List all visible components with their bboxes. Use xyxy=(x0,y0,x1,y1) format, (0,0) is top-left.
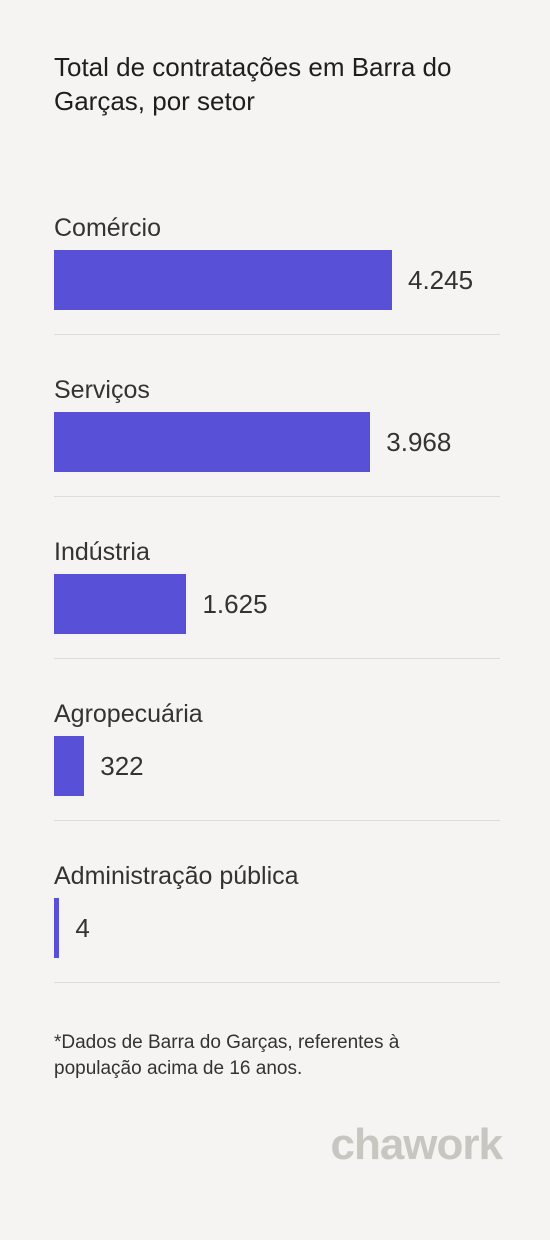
value-label: 4.245 xyxy=(408,265,474,295)
chart-title: Total de contratações em Barra do Garças… xyxy=(54,52,452,116)
category-label: Indústria xyxy=(54,538,150,566)
brand-logo: chawork xyxy=(330,1120,503,1169)
separator xyxy=(54,334,500,335)
bar xyxy=(54,250,392,310)
separator xyxy=(54,496,500,497)
category-label: Agropecuária xyxy=(54,700,203,728)
bar xyxy=(54,412,371,472)
separator xyxy=(54,658,500,659)
value-label: 322 xyxy=(100,751,144,781)
bar xyxy=(54,736,85,796)
category-label: Administração pública xyxy=(54,862,299,890)
footnote: *Dados de Barra do Garças, referentes à … xyxy=(54,1032,400,1079)
value-label: 1.625 xyxy=(202,589,268,619)
separator xyxy=(54,982,500,983)
value-label: 4 xyxy=(75,913,90,943)
bar xyxy=(54,898,60,958)
value-label: 3.968 xyxy=(386,427,452,457)
bar xyxy=(54,574,187,634)
category-label: Serviços xyxy=(54,376,150,404)
category-label: Comércio xyxy=(54,214,161,242)
separator xyxy=(54,820,500,821)
